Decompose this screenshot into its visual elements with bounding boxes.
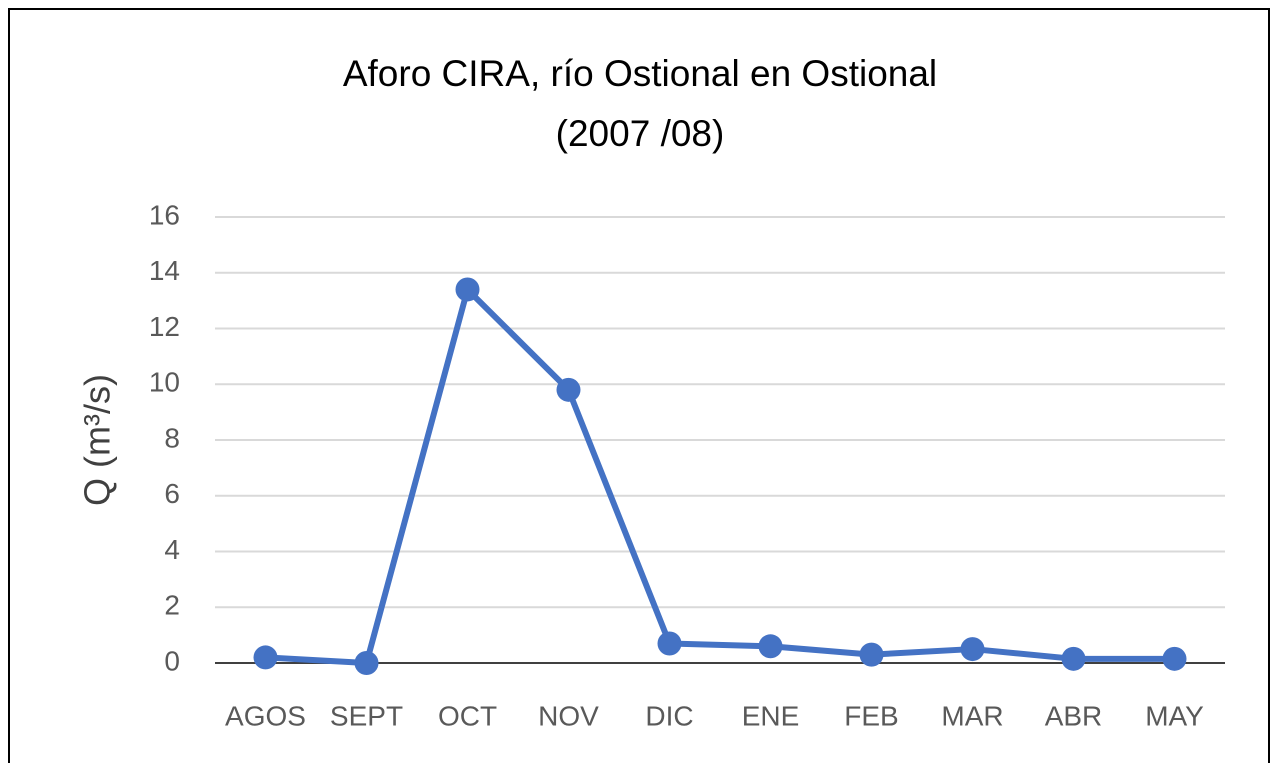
data-point xyxy=(859,642,884,667)
x-tick-label: SEPT xyxy=(330,700,403,731)
y-tick-label: 8 xyxy=(164,422,180,453)
y-axis-label: Q (m³/s) xyxy=(77,374,118,506)
y-tick-label: 2 xyxy=(164,590,180,621)
x-tick-label: MAY xyxy=(1145,700,1204,731)
y-tick-label: 0 xyxy=(164,645,180,676)
x-tick-label: ENE xyxy=(742,700,800,731)
data-point xyxy=(960,637,985,662)
chart-title: Aforo CIRA, río Ostional en Ostional xyxy=(343,53,937,94)
x-tick-label: DIC xyxy=(645,700,693,731)
y-tick-label: 6 xyxy=(164,478,180,509)
data-point xyxy=(657,631,682,656)
data-point xyxy=(354,651,379,675)
data-point xyxy=(455,277,480,302)
series-line xyxy=(265,286,1175,666)
x-tick-label: FEB xyxy=(844,700,898,731)
x-tick-label: AGOS xyxy=(225,700,306,731)
data-point xyxy=(758,634,783,659)
data-point xyxy=(556,377,581,402)
y-tick-label: 12 xyxy=(149,311,180,342)
data-point xyxy=(253,645,278,670)
x-tick-label: NOV xyxy=(538,700,599,731)
y-tick-label: 16 xyxy=(149,199,180,230)
data-point xyxy=(1162,646,1187,671)
chart-frame xyxy=(8,8,1270,763)
x-tick-label: MAR xyxy=(941,700,1003,731)
x-tick-label: OCT xyxy=(438,700,497,731)
chart-subtitle: (2007 /08) xyxy=(556,113,725,154)
x-tick-label: ABR xyxy=(1045,700,1103,731)
y-tick-label: 14 xyxy=(149,255,180,286)
y-tick-label: 4 xyxy=(164,534,180,565)
data-point xyxy=(1061,646,1086,671)
y-tick-label: 10 xyxy=(149,367,180,398)
